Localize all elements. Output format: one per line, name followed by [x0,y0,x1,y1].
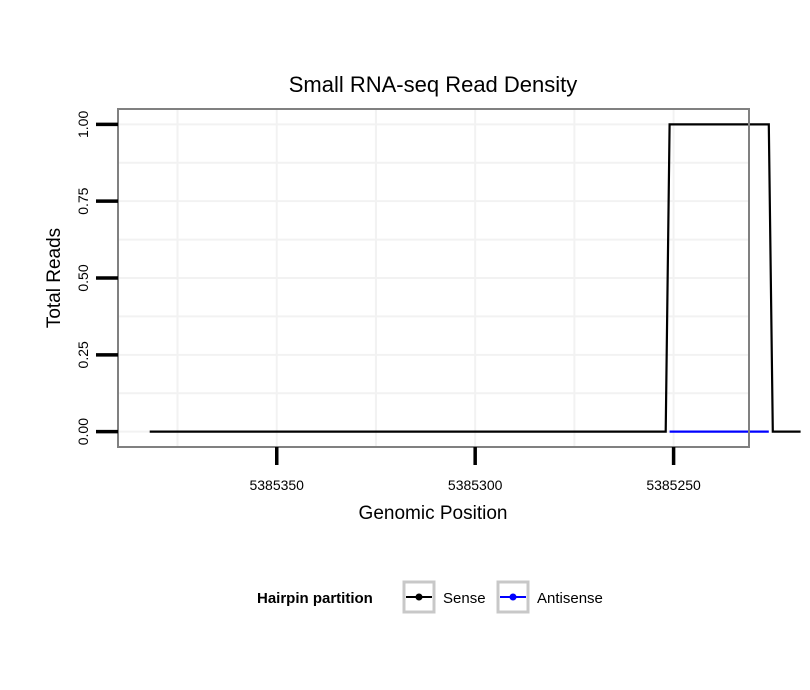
grid-lines [118,109,749,447]
y-tick-label: 0.50 [75,264,91,291]
x-axis-title: Genomic Position [359,503,508,524]
chart-title: Small RNA-seq Read Density [289,72,578,97]
data-series [149,123,801,433]
y-axis-title: Total Reads [44,228,65,328]
series-line-sense [149,123,801,433]
y-tick-label: 0.25 [75,341,91,368]
legend: Hairpin partition Sense Antisense [257,580,603,614]
x-axis-ticks: 5385350 5385300 5385250 [249,447,701,493]
y-tick-label: 1.00 [75,111,91,138]
legend-point-antisense [509,593,517,601]
legend-title: Hairpin partition [257,590,373,607]
x-tick-label: 5385250 [646,477,701,493]
x-tick-label: 5385350 [249,477,304,493]
y-tick-label: 0.00 [75,418,91,445]
legend-point-sense [415,593,423,601]
y-axis-ticks: 0.00 0.25 0.50 0.75 1.00 [75,111,118,445]
x-tick-label: 5385300 [448,477,503,493]
legend-label-sense: Sense [443,590,486,607]
y-tick-label: 0.75 [75,187,91,214]
legend-label-antisense: Antisense [537,590,603,607]
